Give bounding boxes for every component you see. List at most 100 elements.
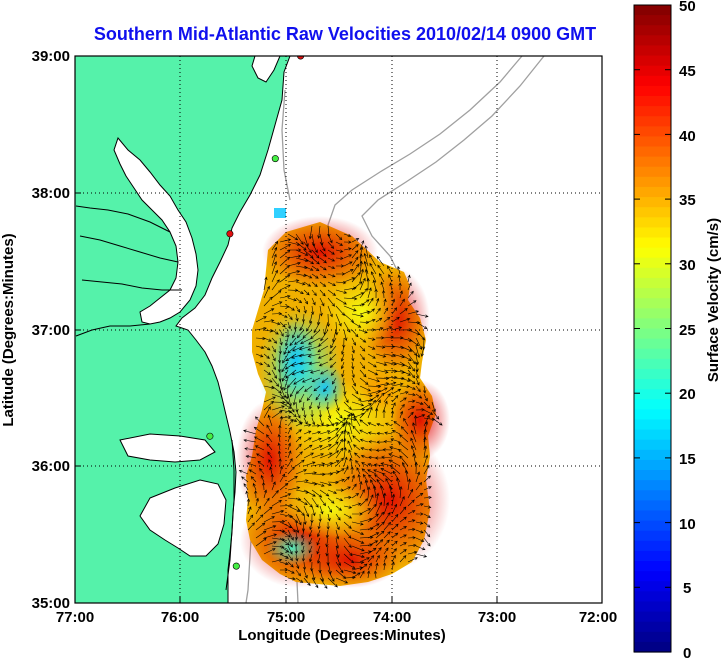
velocity-arrow [271,279,280,291]
velocity-arrow [263,533,278,539]
velocity-arrow [303,417,308,425]
outer-banks [225,439,235,591]
velocity-arrow [279,473,286,483]
colorbar-segment [634,601,671,613]
velocity-arrow [287,458,293,467]
velocity-arrow [333,385,337,394]
velocity-arrow [407,300,417,307]
velocity-arrow [415,329,426,341]
velocity-arrow [319,505,324,515]
velocity-arrow [301,529,305,539]
velocity-arrow [378,273,385,283]
velocity-arrow [299,361,313,366]
velocity-arrow [287,418,294,427]
velocity-arrow [326,521,330,530]
velocity-arrow [303,233,309,248]
velocity-arrow [373,570,378,579]
velocity-arrow [391,316,400,323]
velocity-arrow [376,423,385,427]
velocity-arrow [370,479,377,491]
velocity-arrow [301,521,306,532]
velocity-arrow [310,561,314,572]
velocity-arrow [341,345,345,355]
velocity-arrow [279,256,290,267]
velocity-arrow [347,440,353,451]
velocity-arrow [391,532,399,539]
velocity-arrow [304,385,313,392]
velocity-arrow [315,393,321,401]
velocity-arrow [415,321,428,329]
velocity-arrow [271,261,277,275]
velocity-arrow [383,512,391,523]
velocity-arrow [303,471,318,475]
lat-tick-label: 35:00 [32,595,70,612]
velocity-arrow [279,284,291,291]
velocity-arrow [368,448,377,452]
velocity-arrow [263,548,276,555]
velocity-arrow [279,385,286,399]
velocity-arrow [380,468,393,475]
velocity-arrow [271,361,276,371]
velocity-arrow [335,553,342,567]
velocity-arrow [399,434,409,443]
velocity-arrow [407,282,412,291]
velocity-arrow [391,395,399,403]
velocity-arrow [368,440,377,444]
velocity-arrow [343,393,349,404]
velocity-arrow [331,377,337,385]
velocity-arrow [407,488,414,499]
velocity-arrow [287,553,293,562]
velocity-arrow [389,446,401,451]
velocity-arrow [396,477,401,491]
velocity-arrow [327,233,333,244]
radar-station-marker [226,230,234,238]
velocity-arrow [241,476,249,483]
velocity-arrow [352,425,361,435]
velocity-arrow [367,469,377,475]
velocity-arrow [407,557,418,563]
velocity-arrow [383,298,387,307]
velocity-arrow [287,450,292,459]
river-potomac [75,205,171,233]
velocity-arrow [382,448,393,452]
velocity-arrow [287,434,291,443]
lon-tick-label: 75:00 [267,609,305,626]
river-york [81,279,182,291]
velocity-arrow [282,369,289,382]
colorbar-tick-label: 0 [683,645,691,659]
velocity-arrow [343,277,356,283]
velocity-arrow [263,345,271,351]
velocity-arrow [287,486,301,491]
velocity-arrow [298,345,313,351]
velocity-arrow [321,377,329,384]
velocity-arrow [404,469,409,483]
velocity-arrow [352,444,361,451]
velocity-arrow [415,313,429,318]
velocity-arrow [391,523,399,531]
velocity-arrow [327,577,338,588]
velocity-arrow [423,495,432,500]
velocity-arrow [278,353,282,364]
velocity-arrow [327,257,336,262]
velocity-arrow [295,451,303,459]
velocity-arrow [303,444,313,451]
velocity-arrow [359,353,365,361]
velocity-arrow [319,273,327,279]
velocity-arrow [271,337,278,344]
colorbar-segment [634,318,671,330]
velocity-arrow [301,313,306,323]
colorbar-segment [634,146,671,158]
velocity-arrow [295,289,304,294]
lat-tick-label: 36:00 [32,458,70,475]
velocity-arrow [287,313,293,321]
velocity-arrow [343,495,352,500]
velocity-arrow [351,313,364,318]
velocity-arrow [343,437,347,451]
colorbar-segment [634,85,671,97]
velocity-arrow [399,516,407,523]
velocity-arrow [407,321,421,325]
velocity-arrow [351,529,365,535]
lon-tick-label: 74:00 [373,609,411,626]
velocity-arrow [360,447,369,451]
